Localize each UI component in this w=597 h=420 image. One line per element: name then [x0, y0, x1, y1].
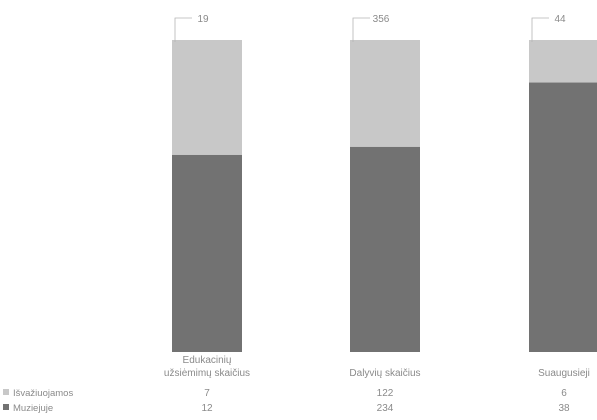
legend-swatch-0 [3, 389, 9, 395]
total-label-2: 44 [554, 14, 566, 25]
legend-swatch-1 [3, 404, 9, 410]
total-label-1: 356 [373, 14, 390, 25]
total-leader-line-0 [174, 17, 192, 42]
table-value-1-1: 234 [377, 403, 394, 414]
total-leader-line-2 [531, 17, 549, 42]
legend-label-1: Muziejuje [13, 403, 53, 414]
category-label-1-0: Dalyvių skaičius [349, 368, 420, 379]
bar-segment-isvaziuojamos-1 [350, 40, 420, 147]
category-label-2-0: Suaugusieji [538, 368, 590, 379]
total-leader-line-1 [352, 17, 370, 42]
table-value-1-2: 38 [558, 403, 570, 414]
table-value-0-1: 122 [377, 388, 394, 399]
category-label-0-0: Edukacinių [183, 355, 232, 366]
legend-label-0: Išvažiuojamos [13, 388, 73, 399]
total-label-0: 19 [197, 14, 209, 25]
category-label-0-1: užsiėmimų skaičius [164, 368, 250, 379]
bar-segment-isvaziuojamos-0 [172, 40, 242, 155]
bar-segment-muziejuje-2 [529, 82, 597, 352]
bar-segment-muziejuje-0 [172, 154, 242, 352]
table-value-0-0: 7 [204, 388, 210, 399]
bar-segment-muziejuje-1 [350, 146, 420, 352]
table-value-1-0: 12 [201, 403, 213, 414]
bar-segment-isvaziuojamos-2 [529, 40, 597, 83]
table-value-0-2: 6 [561, 388, 567, 399]
